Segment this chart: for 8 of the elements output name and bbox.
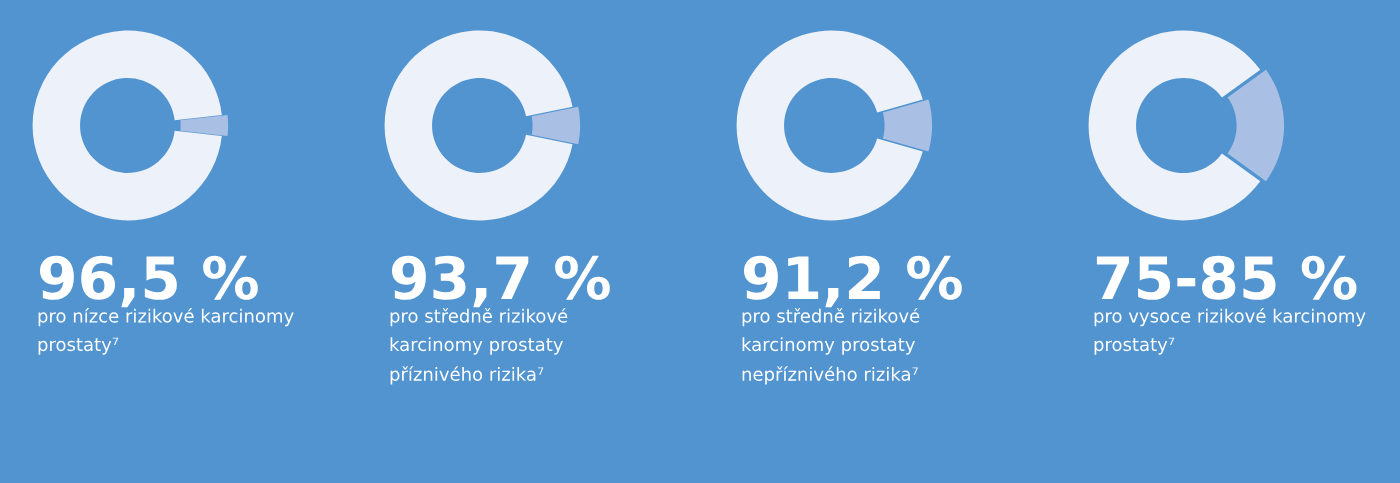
text: pro vysoce rizikové karcinomy prostaty⁷ (1094, 308, 1366, 355)
data-label: 93,7 % (392, 255, 610, 308)
text: pro středně rizikové karcinomy prostaty nepříznivého rizika⁷ (742, 308, 920, 385)
text: 75-85 % (1096, 255, 1357, 300)
text: pro nízce rizikové karcinomy prostaty⁷ (38, 308, 294, 355)
text: pro středně rizikové karcinomy prostaty příznivého rizika⁷ (390, 308, 568, 385)
data-label: 96,5 % (40, 255, 258, 308)
data-label: 91,2 % (744, 255, 962, 308)
